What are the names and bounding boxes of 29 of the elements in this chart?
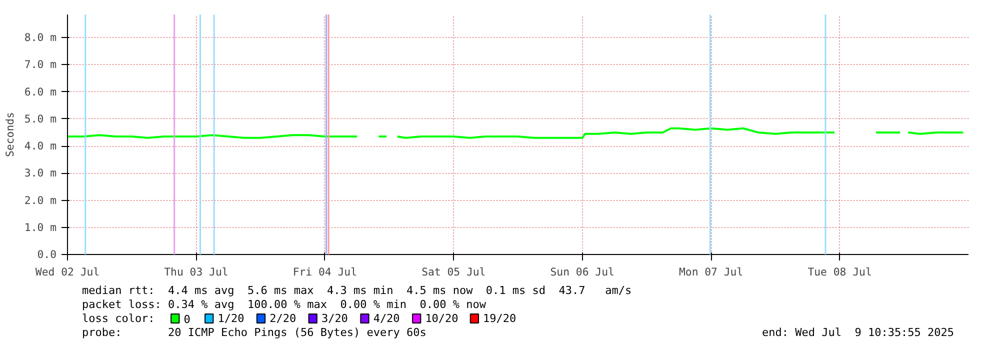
legend-label: 10/20 (425, 312, 458, 325)
y-tick-label: 8.0 m (24, 31, 56, 44)
y-tick-label: 4.0 m (24, 140, 56, 153)
x-tick-label: Mon 07 Jul (678, 266, 744, 278)
y-tick-label: 7.0 m (24, 58, 56, 72)
text: packet loss: 0.34 % avg 100.00 % max 0.00 % min 0.00 % now (82, 298, 486, 311)
y-tick-label: 0.0 (37, 248, 57, 261)
x-tick-label: Sat 05 Jul (422, 266, 486, 278)
y-tick-label: 1.0 m (24, 220, 56, 234)
x-tick-label: Sun 06 Jul (550, 266, 614, 278)
x-tick-label: Tue 08 Jul (808, 266, 872, 278)
text: probe: 20 ICMP Echo Pings (56 Bytes) every 60s (82, 326, 426, 339)
legend-label: 19/20 (483, 312, 516, 325)
legend-title: loss color: (82, 312, 155, 325)
x-tick-label: Wed 02 Jul (35, 266, 100, 278)
legend-label: 2/20 (270, 312, 296, 325)
legend-label: 0 (184, 313, 190, 326)
legend-label: 1/20 (218, 312, 244, 325)
y-tick-label: 2.0 m (24, 194, 56, 207)
y-tick-label: 3.0 m (24, 166, 56, 180)
x-tick-label: Fri 04 Jul (292, 266, 358, 278)
legend-label: 4/20 (373, 312, 400, 325)
y-tick-label: 5.0 m (24, 112, 56, 126)
y-tick-label: 6.0 m (24, 85, 56, 98)
legend-label: 3/20 (321, 312, 348, 325)
y-axis-title: Seconds (3, 112, 16, 157)
text: median rtt: 4.4 ms avg 5.6 ms max 4.3 ms min 4.5 ms now 0.1 ms sd 43.7 am/s (82, 284, 632, 297)
x-tick-label: Thu 03 Jul (164, 266, 228, 278)
text: end: Wed Jul 9 10:35:55 2025 (762, 326, 954, 339)
